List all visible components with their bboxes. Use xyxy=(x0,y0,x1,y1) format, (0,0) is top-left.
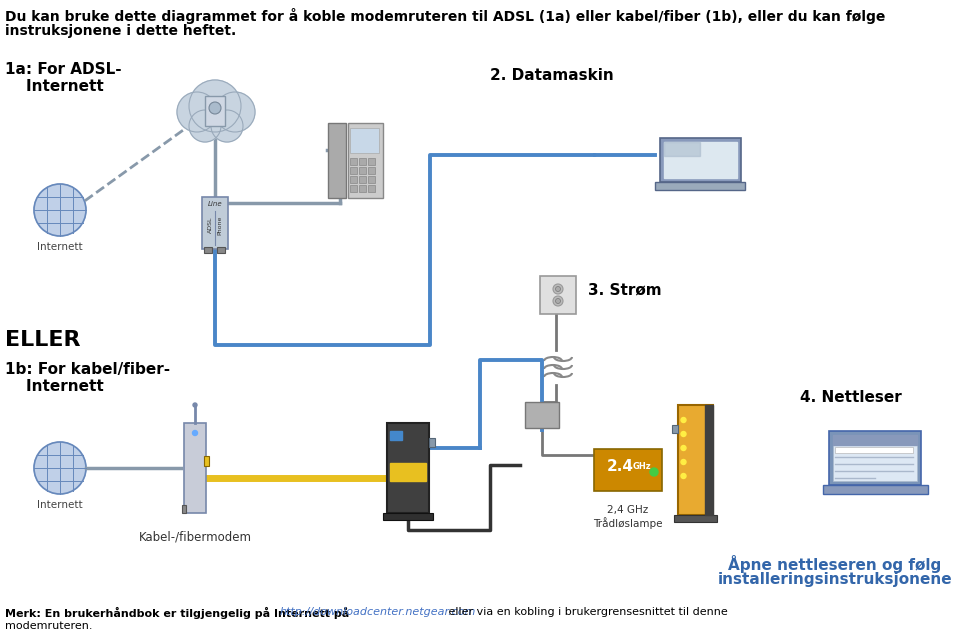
Text: 1b: For kabel/fiber-
    Internett: 1b: For kabel/fiber- Internett xyxy=(5,362,170,394)
Bar xyxy=(182,505,186,513)
Circle shape xyxy=(681,446,686,451)
Text: Kabel-/fibermodem: Kabel-/fibermodem xyxy=(138,530,252,543)
Bar xyxy=(358,158,366,164)
Text: 2.4: 2.4 xyxy=(607,459,634,473)
Bar xyxy=(663,142,736,178)
Bar xyxy=(368,176,374,182)
Circle shape xyxy=(189,80,241,132)
Bar xyxy=(349,128,378,153)
Bar xyxy=(832,435,917,480)
Bar xyxy=(348,122,382,198)
Bar xyxy=(349,184,356,191)
Text: Internett: Internett xyxy=(37,242,83,252)
Circle shape xyxy=(34,184,86,236)
Bar xyxy=(383,513,433,520)
Text: modemruteren.: modemruteren. xyxy=(5,621,92,631)
Bar xyxy=(368,167,374,173)
Circle shape xyxy=(215,92,255,132)
Bar xyxy=(674,515,716,522)
Bar xyxy=(205,96,225,126)
Circle shape xyxy=(211,110,243,142)
Text: eller via en kobling i brukergrensesnittet til denne: eller via en kobling i brukergrensesnitt… xyxy=(445,607,728,617)
Bar xyxy=(828,430,922,484)
Circle shape xyxy=(193,403,197,407)
Circle shape xyxy=(681,431,686,437)
Bar xyxy=(655,182,745,190)
Bar xyxy=(349,167,356,173)
Circle shape xyxy=(189,110,221,142)
Text: ELLER: ELLER xyxy=(5,330,81,350)
Bar xyxy=(823,484,927,494)
Bar xyxy=(663,142,700,156)
Bar xyxy=(368,184,374,191)
Bar xyxy=(835,446,913,453)
Bar xyxy=(204,247,212,253)
Bar xyxy=(705,405,712,515)
Circle shape xyxy=(553,284,563,294)
Bar xyxy=(204,456,209,466)
Bar xyxy=(671,425,678,433)
Circle shape xyxy=(556,299,561,303)
Text: http://downloadcenter.netgear.com: http://downloadcenter.netgear.com xyxy=(280,607,476,617)
Text: 2. Datamaskin: 2. Datamaskin xyxy=(490,68,613,83)
Text: Phone: Phone xyxy=(218,215,223,234)
Text: Du kan bruke dette diagrammet for å koble modemruteren til ADSL (1a) eller kabel: Du kan bruke dette diagrammet for å kobl… xyxy=(5,8,885,24)
Circle shape xyxy=(34,442,86,494)
Text: 3. Strøm: 3. Strøm xyxy=(588,283,661,298)
Bar xyxy=(387,423,429,513)
Bar xyxy=(202,197,228,249)
Circle shape xyxy=(681,417,686,422)
Bar xyxy=(358,184,366,191)
Circle shape xyxy=(556,287,561,292)
Bar xyxy=(832,435,917,444)
Bar xyxy=(327,122,346,198)
Text: GHz: GHz xyxy=(633,462,651,471)
Bar xyxy=(525,402,559,428)
Bar xyxy=(184,423,206,513)
Bar xyxy=(358,176,366,182)
Bar xyxy=(540,276,576,314)
Circle shape xyxy=(650,468,658,476)
Bar xyxy=(594,449,662,491)
Bar xyxy=(349,158,356,164)
Circle shape xyxy=(553,296,563,306)
Text: Åpne nettleseren og følg: Åpne nettleseren og følg xyxy=(729,555,942,573)
Text: installeringsinstruksjonene: installeringsinstruksjonene xyxy=(718,572,952,587)
Circle shape xyxy=(681,460,686,464)
Bar xyxy=(390,431,402,440)
Circle shape xyxy=(681,473,686,478)
Circle shape xyxy=(209,102,221,114)
Text: Internett: Internett xyxy=(37,500,83,510)
Bar xyxy=(349,176,356,182)
Circle shape xyxy=(193,430,198,435)
Bar xyxy=(660,138,740,182)
Text: 1a: For ADSL-
    Internett: 1a: For ADSL- Internett xyxy=(5,62,122,95)
Bar xyxy=(678,405,712,515)
Text: 2,4 GHz
Trådløslampe: 2,4 GHz Trådløslampe xyxy=(593,505,662,529)
Bar xyxy=(429,438,435,447)
Text: instruksjonene i dette heftet.: instruksjonene i dette heftet. xyxy=(5,24,236,38)
Text: ADSL: ADSL xyxy=(207,217,212,233)
Text: Merk: En brukerhåndbok er tilgjengelig på Internett på: Merk: En brukerhåndbok er tilgjengelig p… xyxy=(5,607,353,619)
Text: Line: Line xyxy=(207,201,223,207)
Text: 4. Nettleser: 4. Nettleser xyxy=(800,390,901,405)
Bar xyxy=(390,463,426,481)
Bar xyxy=(358,167,366,173)
Circle shape xyxy=(177,92,217,132)
Bar xyxy=(217,247,225,253)
Bar xyxy=(368,158,374,164)
